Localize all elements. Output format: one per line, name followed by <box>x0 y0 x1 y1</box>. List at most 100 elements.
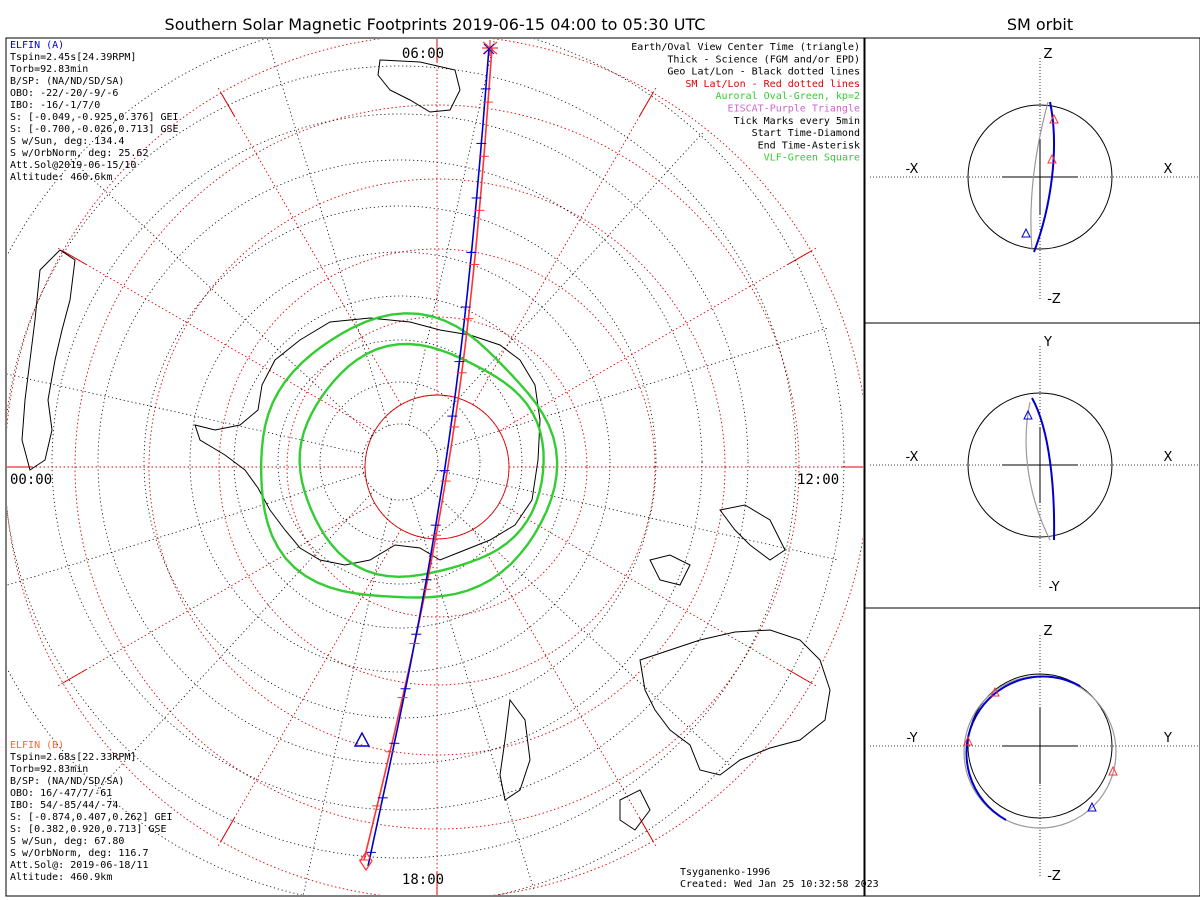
start-diamond <box>359 850 373 872</box>
orbit-marker-b <box>1049 113 1059 124</box>
sat-b-track <box>363 47 493 861</box>
orbit-path-grey <box>1030 101 1049 251</box>
sat-info-line: S: [0.382,0.920,0.713] GSE <box>10 824 167 835</box>
sat-info-line: Tspin=2.45s[24.39RPM] <box>10 52 136 63</box>
axis-label-left: -X <box>906 450 919 465</box>
model-credit: Tsyganenko-1996 <box>680 867 770 878</box>
sm-lon-tick <box>62 669 87 684</box>
sm-lon-tick <box>62 250 87 265</box>
sm-lon-line <box>55 246 375 432</box>
geo-lat-circle <box>277 339 523 585</box>
axis-label-top: Z <box>1044 47 1053 62</box>
geo-lat-circle <box>51 113 749 811</box>
orbit-arc-blue <box>965 675 1081 821</box>
orbit-path-grey <box>1025 401 1051 541</box>
geo-lon-line <box>302 498 393 895</box>
coastline <box>21 249 76 471</box>
sm-lon-line <box>499 502 819 688</box>
sat-info-line: S w/OrbNorm, deg: 25.62 <box>10 148 148 159</box>
geo-lat-circle <box>189 251 611 673</box>
orbit-marker-a <box>1087 801 1097 812</box>
axis-label-bottom: -Y <box>1048 580 1059 595</box>
geo-lon-line <box>436 327 830 452</box>
geo-lon-line <box>7 373 364 455</box>
orbit-panel-frame-3 <box>864 607 1200 897</box>
legend-item: Earth/Oval View Center Time (triangle) <box>631 42 860 53</box>
mlt-label-bottom: 18:00 <box>402 872 444 888</box>
legend-item: End Time-Asterisk <box>758 140 860 151</box>
sm-lon-tick <box>639 92 654 117</box>
sat-info-line: IBO: 54/-85/44/-74 <box>10 800 118 811</box>
sat-info-line: S: [-0.874,0.407,0.262] GEI <box>10 812 173 823</box>
sm-lon-line <box>499 246 819 432</box>
auroral-oval-outer <box>260 312 559 599</box>
sat-info-line: S: [-0.700,-0.026,0.713] GSE <box>10 124 179 135</box>
map-clip-group <box>7 39 863 895</box>
geo-lat-circle <box>7 65 797 859</box>
mlt-label-right: 12:00 <box>797 472 839 488</box>
orbit-marker-b <box>1108 765 1118 776</box>
axis-label-bottom: -Z <box>1047 869 1061 884</box>
footprint-tracks <box>353 40 498 872</box>
sat-b-info: ELFIN (B)Tspin=2.68s[22.33RPM]Torb=92.83… <box>10 740 173 883</box>
sat-a-track <box>367 47 490 867</box>
orbit-path-blue <box>1033 101 1055 253</box>
geo-lon-line <box>407 39 496 426</box>
sm-lat-lon-grid <box>7 39 863 895</box>
sat-info-line: S w/Sun, deg: 134.4 <box>10 136 124 147</box>
axis-label-right: X <box>1164 162 1173 177</box>
geo-lat-lon-grid <box>7 39 845 895</box>
axis-label-right: X <box>1164 450 1173 465</box>
earth-circle <box>967 392 1113 538</box>
coastline <box>499 698 531 801</box>
coastline <box>649 554 691 586</box>
geo-lon-line <box>267 39 390 426</box>
created-credit: Created: Wed Jan 25 10:32:58 2023 <box>680 879 879 890</box>
legend-item: VLF-Green Square <box>764 153 860 164</box>
sat-name: ELFIN (B) <box>10 740 64 751</box>
geo-lon-line <box>7 472 364 586</box>
sat-info-line: S: [-0.049,-0.925,0.376] GEI <box>10 112 179 123</box>
axis-label-left: -X <box>906 162 919 177</box>
geo-lat-circle <box>319 381 481 543</box>
sm-lon-tick <box>787 669 812 684</box>
sat-info-line: IBO: -16/-1/7/0 <box>10 100 100 111</box>
auroral-oval-inner <box>298 342 545 579</box>
sm-lon-tick <box>787 250 812 265</box>
sm-lon-line <box>472 529 658 849</box>
sat-info-line: S w/OrbNorm, deg: 116.7 <box>10 848 148 859</box>
sat-name: ELFIN (A) <box>10 40 64 51</box>
geo-lon-line <box>95 489 375 794</box>
main-plot-frame <box>5 37 865 897</box>
mlt-label-left: 00:00 <box>10 472 52 488</box>
coastlines <box>21 59 831 831</box>
orbit-panel-1: -X X Z -Z <box>870 47 1198 307</box>
legend-item: Tick Marks every 5min <box>734 116 860 127</box>
axis-label-top: Y <box>1043 335 1052 350</box>
legend-item: EISCAT-Purple Triangle <box>728 104 860 115</box>
geo-lat-circle <box>233 295 567 629</box>
main-title: Southern Solar Magnetic Footprints 2019-… <box>165 15 706 34</box>
orbit-panels: -X X Z -Z -X X Y -Y -Y Y Z -Z <box>870 47 1198 884</box>
sat-info-line: Att.Sol@2019-06-15/10 <box>10 160 136 171</box>
auroral-ovals <box>260 312 559 599</box>
orbit-marker-b <box>990 686 1000 697</box>
orbit-marker-b <box>1047 153 1057 164</box>
coastline <box>377 59 461 113</box>
sm-lon-tick <box>220 92 235 117</box>
sat-info-line: Torb=92.83min <box>10 764 88 775</box>
geo-lat-circle <box>143 205 657 719</box>
sat-info-line: Altitude: 460.9km <box>10 872 112 883</box>
coastline <box>719 504 786 561</box>
sat-info-line: B/SP: (NA/ND/SD/SA) <box>10 76 124 87</box>
sat-info-line: Tspin=2.68s[22.33RPM] <box>10 752 136 763</box>
sm-lon-line <box>472 85 658 405</box>
axis-label-top: Z <box>1044 624 1053 639</box>
geo-lon-line <box>427 487 732 767</box>
sat-a-info: ELFIN (A)Tspin=2.45s[24.39RPM]Torb=92.83… <box>10 40 179 183</box>
end-asterisk-a <box>483 43 495 55</box>
geo-lon-line <box>425 130 705 435</box>
coastline <box>639 629 831 776</box>
sm-lat-circle <box>74 104 800 830</box>
